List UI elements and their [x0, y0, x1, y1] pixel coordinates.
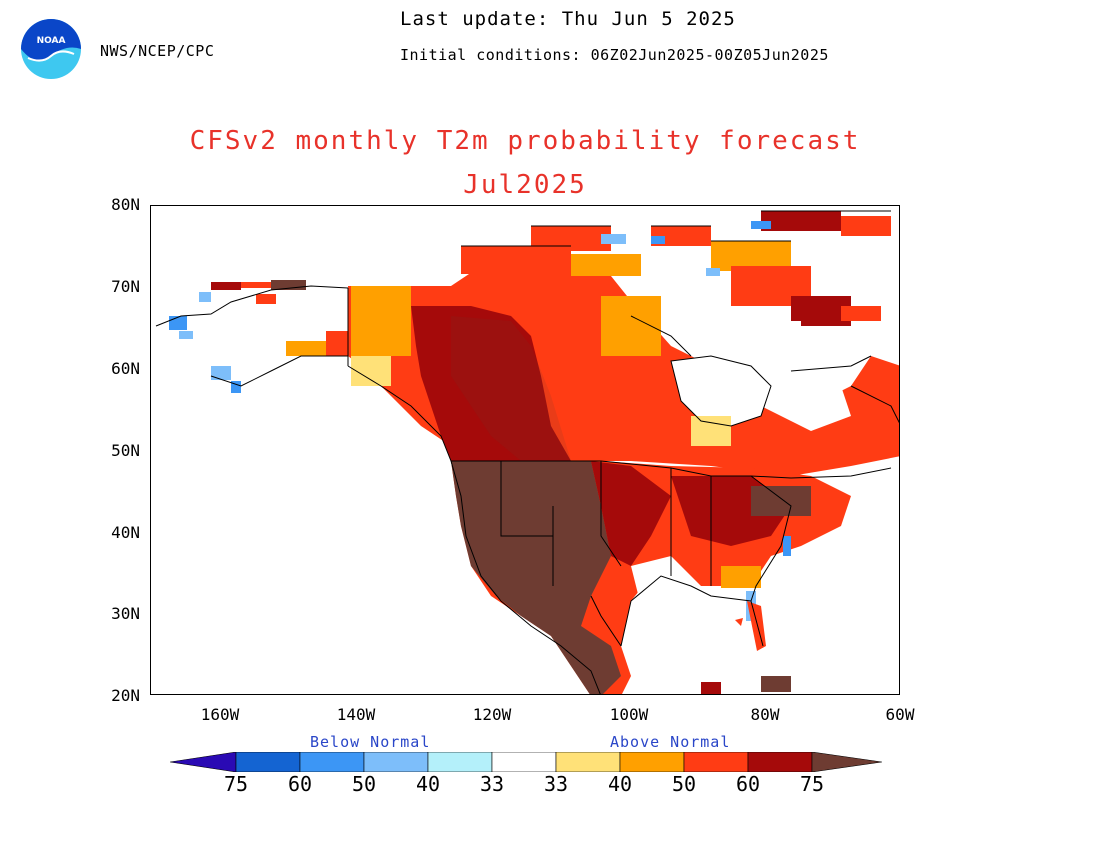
legend-value-above-60: 60	[735, 772, 761, 796]
probability-map	[150, 205, 900, 695]
legend-value-below-60: 60	[287, 772, 313, 796]
swatch-below-40	[363, 752, 429, 772]
swatch-above-50	[619, 752, 685, 772]
lon-label-100w: 100W	[609, 705, 649, 724]
coastlines	[155, 210, 899, 694]
last-update-label: Last update: Thu Jun 5 2025	[400, 8, 736, 30]
swatch-above-75	[747, 752, 813, 772]
swatch-above-40	[555, 752, 621, 772]
swatch-above-max	[811, 752, 882, 772]
lon-label-120w: 120W	[472, 705, 512, 724]
legend-colorbar	[170, 752, 882, 772]
lat-label-80n: 80N	[111, 195, 140, 214]
legend-value-below-75: 75	[223, 772, 249, 796]
legend-value-below-33: 33	[479, 772, 505, 796]
swatch-below-60	[235, 752, 301, 772]
lat-label-60n: 60N	[111, 359, 140, 378]
canada-region	[348, 211, 899, 476]
swatch-below-50	[299, 752, 365, 772]
lon-label-60w: 60W	[885, 705, 915, 724]
legend-value-above-75: 75	[799, 772, 825, 796]
swatch-below-75	[170, 752, 237, 772]
lat-label-40n: 40N	[111, 523, 140, 542]
lon-label-80w: 80W	[750, 705, 780, 724]
legend-value-below-50: 50	[351, 772, 377, 796]
lat-label-50n: 50N	[111, 441, 140, 460]
swatch-normal	[491, 752, 557, 772]
initial-conditions-label: Initial conditions: 06Z02Jun2025-00Z05Ju…	[400, 46, 829, 64]
legend-value-above-50: 50	[671, 772, 697, 796]
chart-subtitle: Jul2025	[463, 170, 587, 200]
legend-value-below-40: 40	[415, 772, 441, 796]
legend-value-above-40: 40	[607, 772, 633, 796]
lat-label-20n: 20N	[111, 686, 140, 705]
agency-label: NWS/NCEP/CPC	[100, 42, 215, 60]
chart-title: CFSv2 monthly T2m probability forecast	[189, 126, 861, 156]
legend-value-above-33: 33	[543, 772, 569, 796]
swatch-above-60	[683, 752, 749, 772]
legend-above-normal: Above Normal	[610, 733, 731, 751]
noaa-logo-icon: NOAA	[21, 19, 81, 79]
lon-label-140w: 140W	[336, 705, 376, 724]
swatch-below-33	[427, 752, 493, 772]
alaska-region	[166, 278, 351, 393]
lon-label-160w: 160W	[200, 705, 240, 724]
logo-text: NOAA	[37, 36, 66, 46]
lat-label-70n: 70N	[111, 277, 140, 296]
us-mexico-region	[451, 461, 851, 694]
legend-below-normal: Below Normal	[310, 733, 431, 751]
lat-label-30n: 30N	[111, 604, 140, 623]
